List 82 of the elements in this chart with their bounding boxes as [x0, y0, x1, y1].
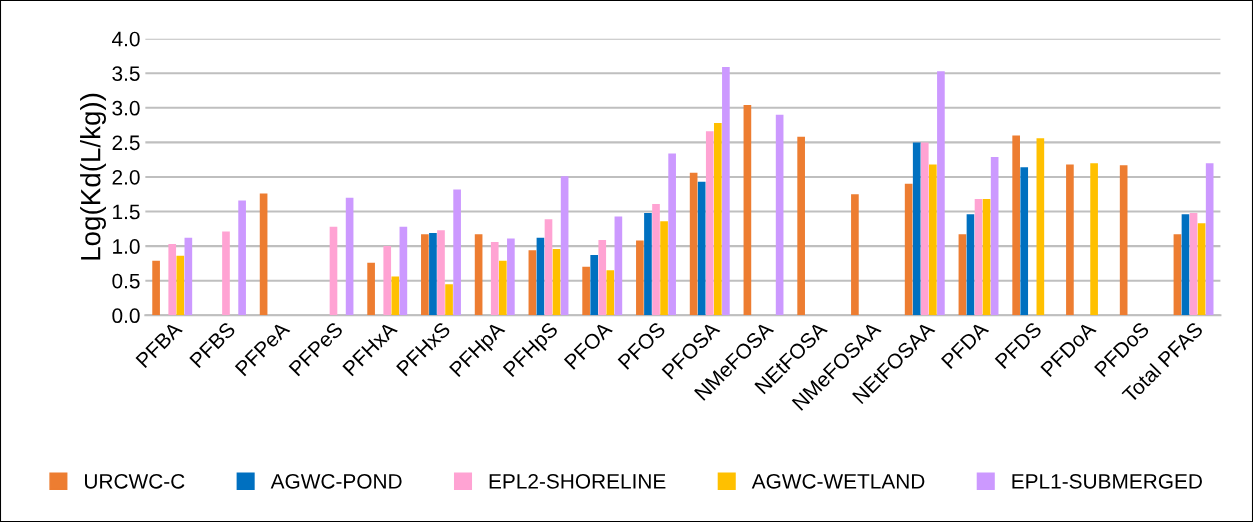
y-tick-label: 0.0 [112, 308, 140, 324]
legend-label: URCWC-C [85, 473, 185, 489]
bar [329, 226, 338, 316]
bar [1090, 163, 1098, 316]
y-tick-label: 3.5 [112, 66, 140, 81]
bar [453, 189, 461, 316]
bar [1189, 212, 1198, 316]
bar [1020, 167, 1029, 316]
bar [490, 241, 499, 316]
bar [743, 105, 752, 316]
bar [775, 114, 784, 316]
bar [668, 153, 676, 316]
bar [560, 176, 569, 316]
bar [636, 240, 644, 316]
bar [689, 172, 698, 316]
legend-label: EPL2-SHORELINE [489, 473, 666, 489]
y-tick-label: 4.0 [112, 31, 140, 47]
bar [937, 71, 945, 316]
bar [851, 194, 859, 316]
y-tick-label: 1.0 [113, 239, 140, 254]
bar [391, 276, 400, 316]
y-tick-label: 0.5 [112, 273, 140, 289]
bar [152, 260, 160, 316]
bar [958, 234, 967, 316]
bar [912, 142, 921, 316]
bar [544, 219, 553, 316]
bar [259, 193, 268, 316]
legend-label: EPL1-SUBMERGED [1012, 473, 1202, 489]
bar [168, 244, 177, 316]
bar [797, 136, 805, 316]
y-tick-label: 2.0 [112, 169, 140, 185]
bar [713, 123, 722, 316]
bar [536, 237, 545, 316]
bar [1119, 165, 1128, 316]
bar [660, 221, 668, 316]
y-tick-label: 3.0 [112, 100, 140, 116]
bar [982, 199, 991, 316]
bar [974, 199, 983, 316]
bar [1066, 164, 1074, 316]
bar [606, 270, 615, 316]
bar [929, 164, 937, 316]
bar [437, 230, 445, 316]
bar [582, 266, 590, 316]
bar [652, 203, 660, 316]
bar [498, 260, 507, 316]
legend-label: AGWC-WETLAND [751, 473, 925, 489]
bar [445, 284, 453, 316]
y-axis-title: Log(Kd(L/kg)) [80, 93, 106, 260]
bar [176, 255, 185, 316]
bar [345, 197, 354, 316]
bar [1181, 214, 1190, 316]
bar [429, 232, 437, 316]
bar [184, 237, 193, 316]
bar [990, 156, 999, 316]
bar [421, 234, 429, 316]
bar [474, 234, 483, 316]
bar [1012, 135, 1020, 316]
bar [614, 216, 623, 316]
bar [966, 214, 975, 316]
bar [1205, 163, 1214, 316]
bar [399, 226, 408, 316]
bar [552, 248, 561, 316]
bar [697, 181, 706, 316]
bar [644, 212, 652, 316]
bar [507, 238, 515, 316]
bar [1036, 138, 1045, 316]
bar [920, 142, 929, 316]
bar [528, 250, 537, 316]
bar [1173, 234, 1182, 316]
bar [238, 200, 246, 316]
bar [722, 66, 730, 316]
bar [705, 131, 714, 316]
bar [367, 262, 375, 316]
y-tick-label: 1.5 [113, 204, 140, 220]
bar [590, 255, 599, 316]
bar [383, 246, 392, 316]
bar [222, 231, 230, 316]
legend-label: AGWC-POND [270, 473, 402, 489]
y-tick-label: 2.5 [112, 135, 140, 151]
bar [1197, 223, 1206, 316]
bar [598, 239, 607, 316]
bar [904, 183, 913, 316]
